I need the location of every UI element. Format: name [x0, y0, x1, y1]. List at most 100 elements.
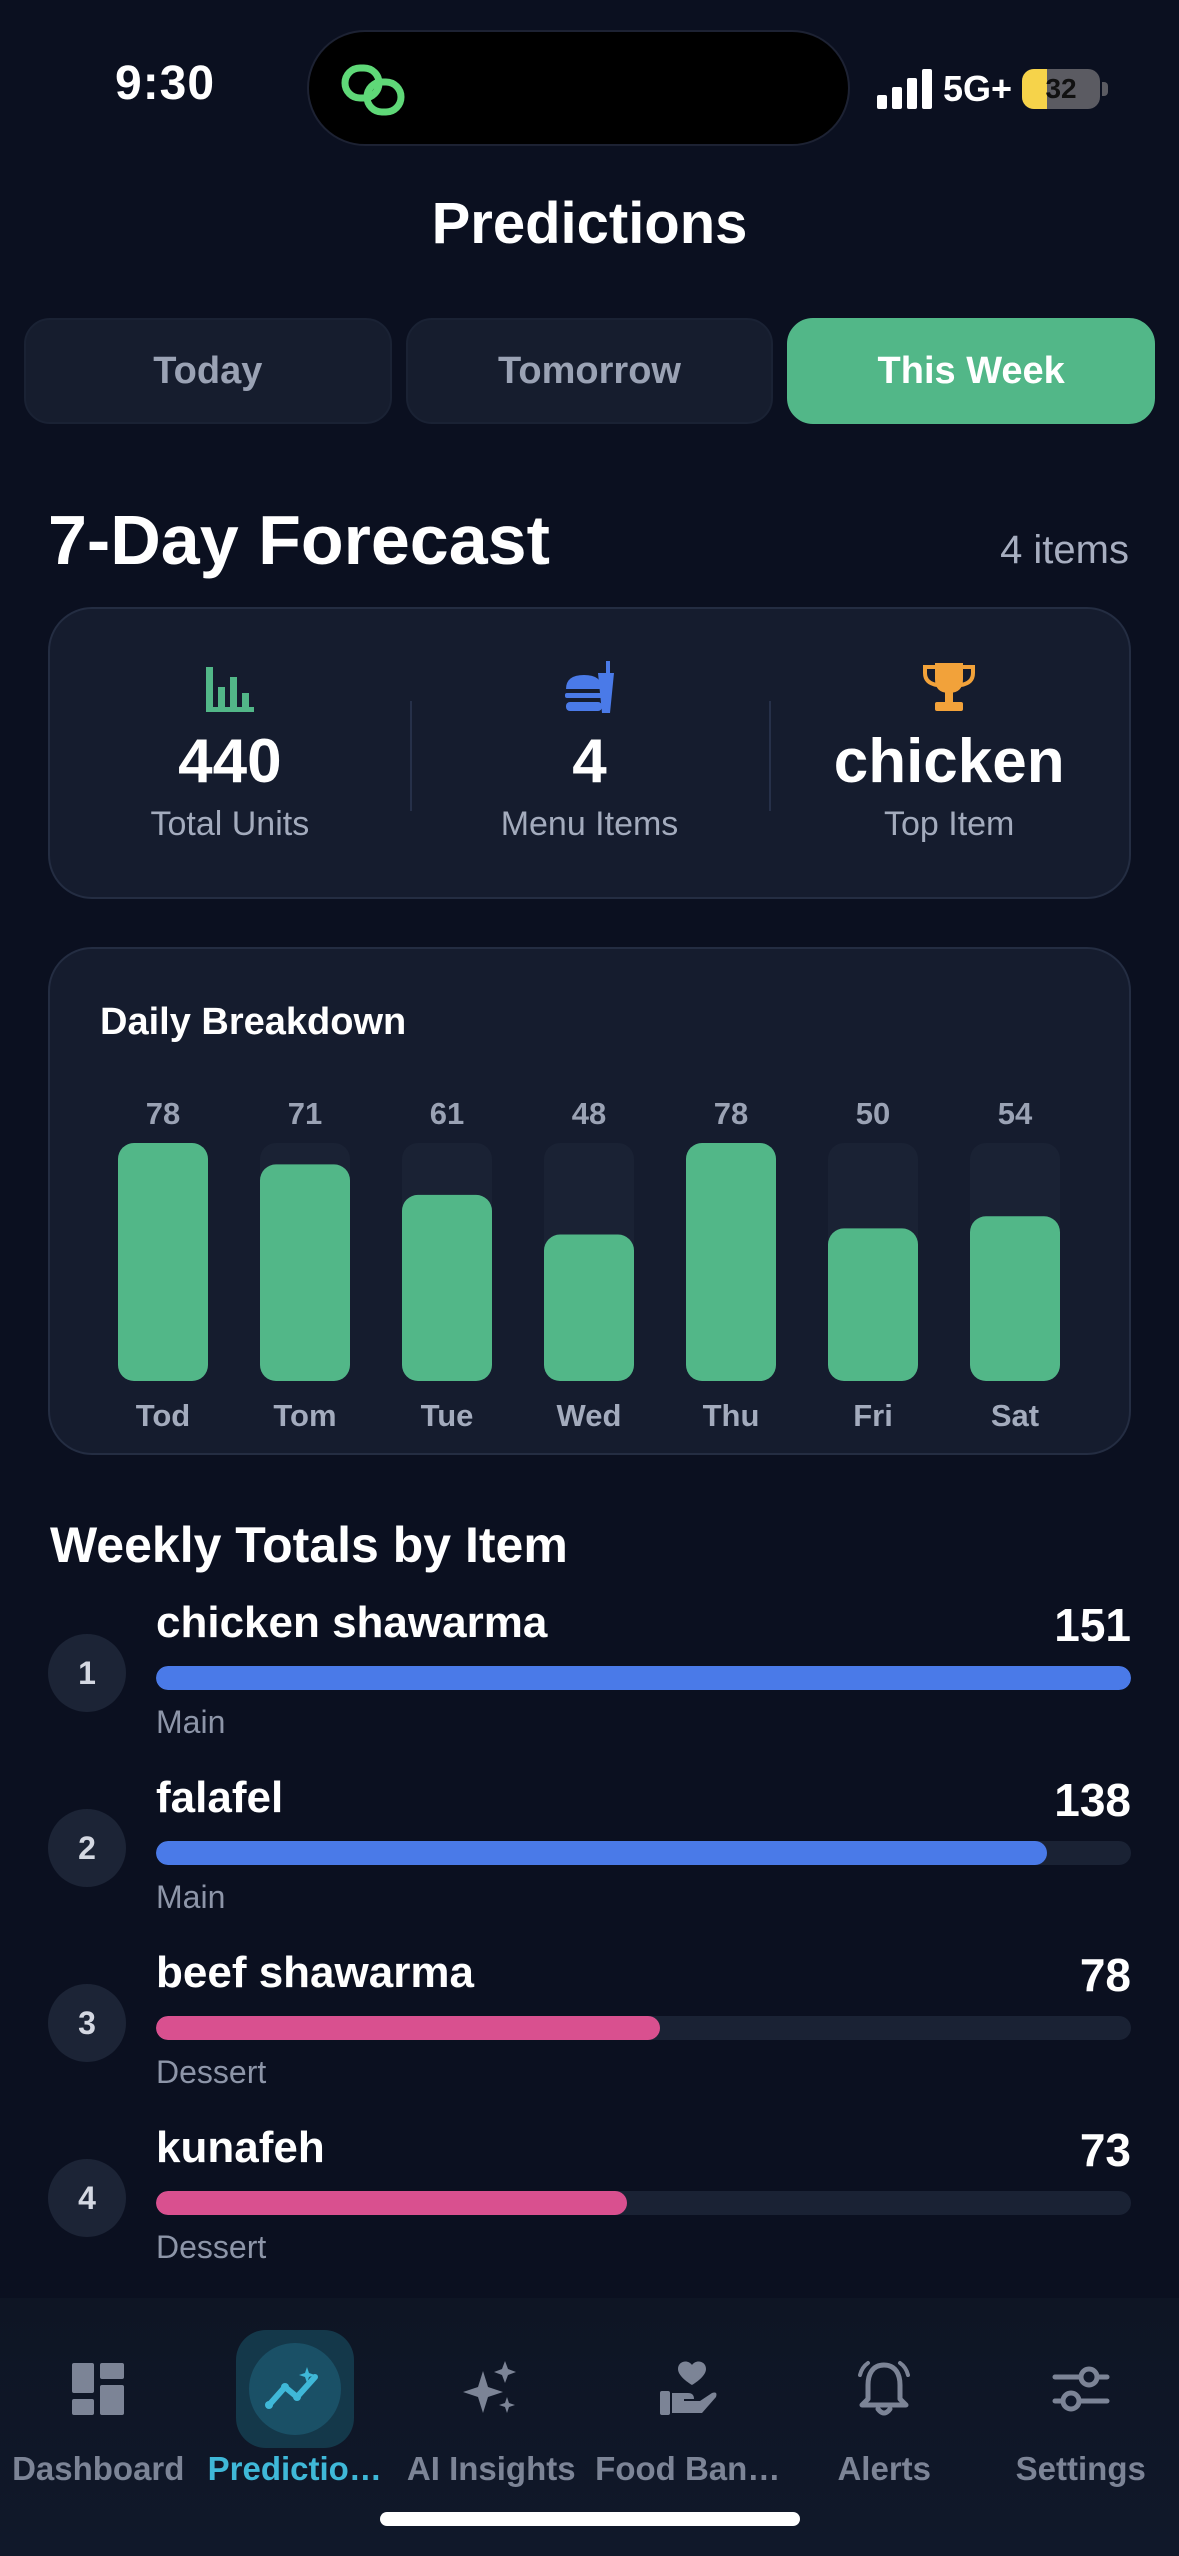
- rank-badge: 2: [48, 1809, 126, 1887]
- chart-bar: [970, 1216, 1060, 1381]
- chart-bar: [686, 1143, 776, 1381]
- nav-label: Alerts: [837, 2450, 932, 2487]
- nav-icon-wrap: [39, 2330, 157, 2448]
- tab-tomorrow[interactable]: Tomorrow: [405, 318, 774, 424]
- dashboard-icon: [72, 2363, 125, 2415]
- nav-label: Settings: [1015, 2450, 1146, 2487]
- nav-ai-insights[interactable]: AI Insights: [393, 2298, 590, 2498]
- rank-badge: 1: [48, 1634, 126, 1712]
- item-name: chicken shawarma: [156, 1598, 548, 1647]
- chart-bar: [118, 1143, 208, 1381]
- stat-label: Total Units: [150, 805, 310, 843]
- nav-food-bank[interactable]: Food Ban…: [590, 2298, 787, 2498]
- bell-icon: [858, 2361, 911, 2416]
- sliders-icon: [1052, 2366, 1110, 2412]
- stat-label: Menu Items: [500, 805, 679, 843]
- stat-value: chicken: [833, 727, 1065, 796]
- nav-icon-wrap: [825, 2330, 943, 2448]
- forecast-item-count: 4 items: [1000, 528, 1129, 572]
- nav-icon-highlight: [248, 2343, 341, 2435]
- status-indicators: 5G+ 32: [875, 64, 1109, 114]
- item-total: 78: [1079, 1949, 1131, 2001]
- chart-value-label: 71: [288, 1096, 322, 1131]
- chart-category-label: Tod: [136, 1398, 191, 1433]
- list-item[interactable]: 1 chicken shawarma 151 Main: [48, 1598, 1131, 1773]
- home-indicator: [380, 2512, 800, 2526]
- trophy-icon: [923, 663, 976, 711]
- battery-icon: 32: [1022, 69, 1101, 109]
- bar-chart-icon: [205, 667, 254, 712]
- stat-top-item: chicken Top Item: [769, 609, 1129, 897]
- chart-value-label: 78: [146, 1096, 180, 1131]
- chart-bar: [260, 1164, 350, 1381]
- stat-label: Top Item: [883, 805, 1015, 843]
- nav-predictions[interactable]: Predictio…: [197, 2298, 394, 2498]
- chart-category-label: Sat: [991, 1398, 1039, 1433]
- tab-this-week[interactable]: This Week: [787, 318, 1156, 424]
- stat-value: 440: [178, 727, 282, 796]
- nav-settings[interactable]: Settings: [983, 2298, 1179, 2498]
- chart-value-label: 61: [430, 1096, 464, 1131]
- chart-value-label: 50: [856, 1096, 890, 1131]
- list-item[interactable]: 2 falafel 138 Main: [48, 1773, 1131, 1948]
- period-tabs: Today Tomorrow This Week: [24, 318, 1156, 424]
- forecast-title: 7-Day Forecast: [48, 501, 550, 579]
- signal-icon: [877, 69, 932, 109]
- item-total: 151: [1054, 1599, 1131, 1651]
- chart-value-label: 78: [714, 1096, 748, 1131]
- donation-hand-icon: [659, 2361, 717, 2415]
- item-category: Dessert: [156, 2054, 267, 2090]
- item-category: Main: [156, 1879, 226, 1915]
- item-progress-fill: [156, 1841, 1048, 1865]
- chart-value-label: 54: [998, 1096, 1033, 1131]
- item-progress-track: [156, 1841, 1131, 1865]
- chart-bar: [402, 1194, 492, 1381]
- item-progress-track: [156, 2191, 1131, 2215]
- battery-fill: [1022, 69, 1047, 109]
- nav-label: Predictio…: [207, 2450, 382, 2487]
- item-progress-track: [156, 1666, 1131, 1690]
- sparkles-icon: [463, 2361, 517, 2413]
- daily-breakdown-chart: 78 Tod 71 Tom 61 Tue 48 Wed 78 Thu 50 Fri 54 Sat: [118, 1096, 1060, 1433]
- trend-icon: [264, 2367, 318, 2409]
- tab-today[interactable]: Today: [24, 318, 392, 424]
- rank-badge: 4: [48, 2159, 126, 2237]
- status-bar: 9:30 5G+ 32: [0, 0, 1179, 150]
- chart-value-label: 48: [572, 1096, 606, 1131]
- list-item[interactable]: 3 beef shawarma 78 Dessert: [48, 1948, 1131, 2123]
- item-name: beef shawarma: [156, 1948, 474, 1997]
- item-progress-fill: [156, 2016, 660, 2040]
- daily-breakdown-card: Daily Breakdown 78 Tod 71 Tom 61 Tue 48 Wed 78 Th…: [48, 947, 1131, 1455]
- weekly-totals-title: Weekly Totals by Item: [50, 1517, 568, 1573]
- nav-label: Dashboard: [12, 2450, 185, 2487]
- stat-value: 4: [572, 727, 607, 796]
- network-label: 5G+: [943, 68, 1013, 109]
- item-name: kunafeh: [156, 2123, 325, 2172]
- nav-label: Food Ban…: [595, 2450, 781, 2487]
- item-total: 73: [1079, 2124, 1131, 2176]
- chart-category-label: Tue: [421, 1398, 474, 1433]
- item-category: Dessert: [156, 2229, 267, 2265]
- item-progress-fill: [156, 1666, 1131, 1690]
- chart-category-label: Fri: [853, 1398, 893, 1433]
- item-progress-fill: [156, 2191, 628, 2215]
- chart-category-label: Tom: [273, 1398, 336, 1433]
- battery-tip: [1102, 82, 1109, 96]
- nav-icon-wrap: [1022, 2330, 1140, 2448]
- nav-alerts[interactable]: Alerts: [786, 2298, 983, 2498]
- nav-label: AI Insights: [406, 2450, 576, 2487]
- battery-percent: 32: [1045, 73, 1077, 104]
- page-title: Predictions: [431, 191, 748, 256]
- chart-title: Daily Breakdown: [100, 1001, 407, 1043]
- nav-dashboard[interactable]: Dashboard: [0, 2298, 197, 2498]
- chart-bar: [544, 1234, 634, 1381]
- chart-bar: [828, 1228, 918, 1381]
- item-category: Main: [156, 1704, 226, 1740]
- dynamic-island: [307, 30, 850, 146]
- stat-menu-items: 4 Menu Items: [409, 609, 770, 897]
- list-item[interactable]: 4 kunafeh 73 Dessert: [48, 2123, 1131, 2298]
- rank-badge: 3: [48, 1984, 126, 2062]
- summary-card: 440 Total Units 4 Menu Items chicken Top…: [48, 607, 1131, 899]
- item-progress-track: [156, 2016, 1131, 2040]
- item-total: 138: [1054, 1774, 1131, 1826]
